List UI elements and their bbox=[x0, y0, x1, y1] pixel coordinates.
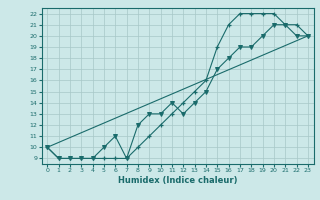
X-axis label: Humidex (Indice chaleur): Humidex (Indice chaleur) bbox=[118, 176, 237, 185]
